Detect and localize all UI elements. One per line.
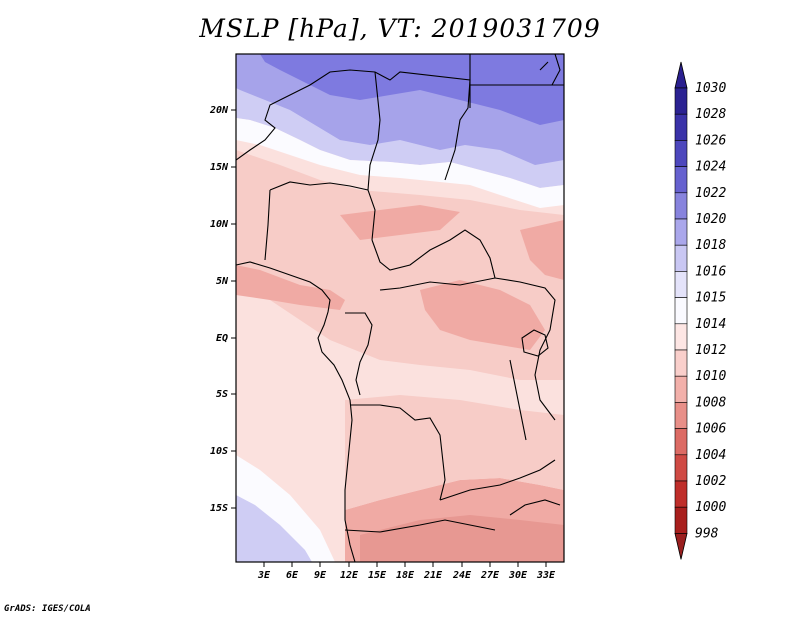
field-salmon-east <box>520 220 564 280</box>
lon-label: 24E <box>452 570 472 581</box>
mozambique-border <box>509 499 561 516</box>
lat-label: 15N <box>210 162 229 173</box>
colorbar-band <box>674 166 688 194</box>
colorbar-label: 1016 <box>695 264 726 279</box>
colorbar-label: 1030 <box>695 81 726 96</box>
colorbar-band <box>674 218 688 246</box>
namibia-border <box>344 519 496 533</box>
colorbar-label: 1008 <box>695 395 726 410</box>
sahel-border <box>236 69 471 181</box>
lon-label: 30E <box>508 570 528 581</box>
lon-label: 3E <box>257 570 271 581</box>
colorbar-band <box>674 271 688 298</box>
colorbar-band <box>674 113 688 141</box>
colorbar-label: 1012 <box>695 343 726 358</box>
grads-credit: GrADS: IGES/COLA <box>4 604 91 614</box>
colorbar-band <box>674 140 688 167</box>
colorbar-band <box>674 402 688 429</box>
colorbar-label: 1026 <box>695 133 726 148</box>
lon-label: 21E <box>423 570 443 581</box>
colorbar-band <box>674 349 688 377</box>
angola-border <box>350 404 446 501</box>
lon-label: 12E <box>340 570 359 581</box>
colorbar-band <box>674 244 688 272</box>
colorbar-label: 1000 <box>695 500 726 515</box>
colorbar-label: 1024 <box>695 160 726 175</box>
pressure-field <box>236 54 564 562</box>
zambia-border <box>439 459 556 501</box>
lat-label: 15S <box>210 503 228 514</box>
field-salmon-congo <box>420 280 545 350</box>
colorbar-band <box>674 506 688 534</box>
colorbar-label: 1028 <box>695 107 726 122</box>
lon-label: 6E <box>286 570 299 581</box>
field-blue-sw <box>236 495 312 562</box>
colorbar-top-arrow <box>674 61 688 89</box>
field-salmon-west <box>236 265 345 310</box>
coastlines-borders <box>236 54 564 562</box>
lat-label: 5N <box>216 276 229 287</box>
colorbar-label: 1022 <box>695 186 726 201</box>
colorbar-bottom-arrow <box>674 533 688 560</box>
lon-label: 33E <box>536 570 556 581</box>
drc-border <box>379 277 556 421</box>
colorbar-band <box>674 323 688 351</box>
lat-label: EQ <box>216 333 228 344</box>
colorbar-label: 1002 <box>695 474 726 489</box>
lon-label: 15E <box>368 570 387 581</box>
lat-label: 20N <box>209 105 229 116</box>
car-border <box>371 229 496 279</box>
lat-label: 5S <box>216 389 228 400</box>
lon-label: 27E <box>480 570 500 581</box>
field-white-band <box>236 118 564 208</box>
colorbar-band <box>674 375 688 403</box>
lat-ticks <box>231 109 236 509</box>
colorbar-band <box>674 454 688 482</box>
colorbar-band <box>674 428 688 456</box>
colorbar-band <box>674 192 688 220</box>
lake-tanganyika <box>509 359 527 441</box>
east-coast <box>539 54 561 86</box>
lat-label: 10S <box>210 446 228 457</box>
colorbar-label: 1018 <box>695 238 726 253</box>
colorbar-band <box>674 480 688 508</box>
congo-border <box>345 312 373 396</box>
nile-border <box>469 54 564 108</box>
colorbar-label: 1014 <box>695 317 726 332</box>
colorbar-band <box>674 87 688 115</box>
colorbar-band <box>674 297 688 325</box>
field-salmon-north <box>340 205 460 240</box>
nigeria-border <box>264 181 369 261</box>
colorbar-label: 998 <box>695 526 719 541</box>
colorbar-label: 1010 <box>695 369 726 384</box>
lon-label: 9E <box>314 570 327 581</box>
colorbar-label: 1020 <box>695 212 726 227</box>
lat-labels: 20N 15N 10N 5N EQ 5S 10S 15S <box>209 105 229 514</box>
west-africa-coast <box>236 261 356 562</box>
lon-labels: 3E 6E 9E 12E 15E 18E 21E 24E 27E 30E 33E <box>257 570 556 581</box>
colorbar-label: 1015 <box>695 291 726 306</box>
field-pink-south <box>345 395 564 510</box>
lake-victoria <box>521 329 549 357</box>
lat-label: 10N <box>210 219 229 230</box>
colorbar: 1030 1028 1026 1024 1022 1020 1018 1016 1015 1014… <box>674 61 726 560</box>
lon-ticks <box>263 562 547 567</box>
lon-label: 18E <box>396 570 415 581</box>
colorbar-label: 1006 <box>695 422 726 437</box>
colorbar-label: 1004 <box>695 448 726 463</box>
map-frame <box>235 53 565 563</box>
chad-niger-border <box>367 71 381 241</box>
map-title: MSLP [hPa], VT: 2019031709 <box>199 14 601 43</box>
